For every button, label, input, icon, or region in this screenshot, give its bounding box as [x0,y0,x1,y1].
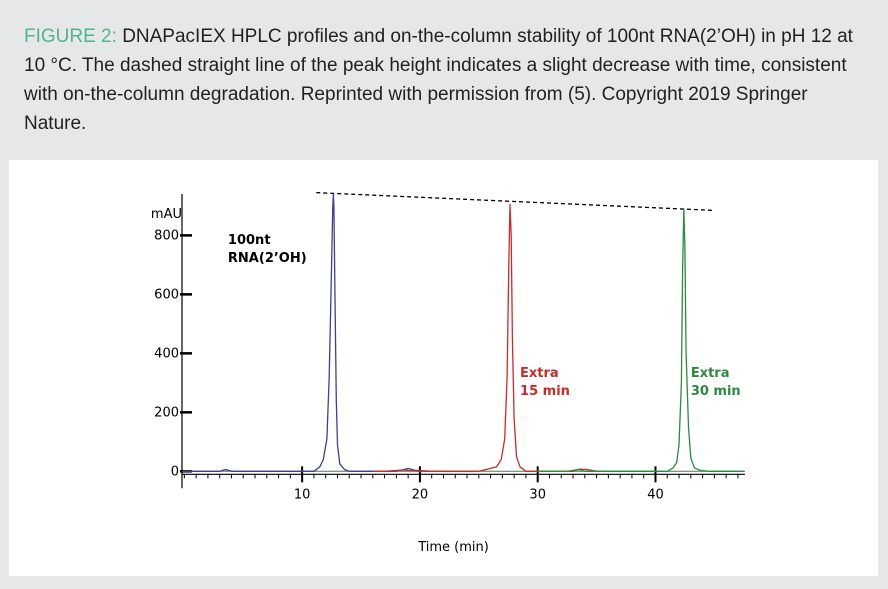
x-axis-label: Time (min) [417,540,489,555]
annotation-line: 15 min [520,384,570,399]
annotation-line: 100nt [228,233,271,248]
y-tick-label: 0 [171,464,179,479]
x-tick-label: 40 [647,487,664,502]
caption-text: DNAPacIEX HPLC profiles and on-the-colum… [24,26,853,134]
y-axis-label: mAU [151,207,182,222]
annotation-3: Extra 30 min [691,366,741,399]
series-line-1 [184,193,444,472]
x-tick-label: 10 [294,487,311,502]
annotation-line: 30 min [691,384,741,399]
chart-panel: mAU 0 200 400 600 800 10 20 30 40 Time (min) 100nt R… [9,160,878,576]
caption-label: FIGURE 2: [24,26,117,47]
chromatogram-chart: mAU 0 200 400 600 800 10 20 30 40 Time (min) 100nt R… [151,191,745,555]
trend-dashed-line [316,191,713,211]
x-tick-label: 20 [412,487,429,502]
series-line-2 [372,203,609,472]
annotation-line: RNA(2’OH) [228,251,307,266]
y-tick-label: 600 [154,287,179,302]
y-tick-label: 400 [154,346,179,361]
y-tick-label: 200 [154,405,179,420]
annotation-line: Extra [691,366,730,381]
annotation-2: Extra 15 min [520,366,570,399]
annotation-1: 100nt RNA(2’OH) [228,233,307,266]
series-line-3 [537,208,744,472]
figure-caption: FIGURE 2: DNAPacIEX HPLC profiles and on… [24,22,864,138]
y-tick-label: 800 [154,228,179,243]
x-tick-label: 30 [529,487,546,502]
annotation-line: Extra [520,366,559,381]
